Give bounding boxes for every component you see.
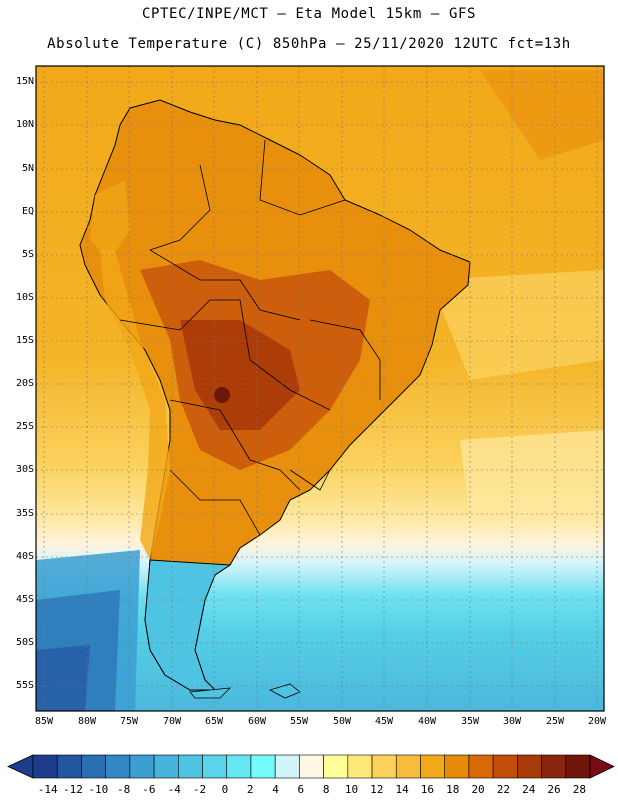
plot-frame <box>35 65 605 712</box>
colorbar-swatch <box>347 754 373 779</box>
colorbar-label: -4 <box>167 783 181 796</box>
colorbar-swatch <box>468 754 494 779</box>
colorbar-label: 12 <box>370 783 384 796</box>
colorbar-swatch <box>517 754 542 779</box>
lat-label: 15N <box>15 76 34 87</box>
lat-label: 40S <box>15 551 34 562</box>
lat-label: 10S <box>15 292 34 303</box>
lat-label: 20S <box>15 378 34 389</box>
lat-label: 35S <box>15 508 34 519</box>
lon-label: 75W <box>119 716 139 727</box>
colorbar-swatch <box>565 754 591 779</box>
colorbar-swatch <box>420 754 445 779</box>
colorbar-label: -2 <box>192 783 207 796</box>
colorbar-label: 28 <box>572 783 586 796</box>
colorbar-label: 16 <box>420 783 435 796</box>
colorbar-swatch <box>56 754 82 779</box>
colorbar-label: -12 <box>63 783 83 796</box>
colorbar-swatch <box>395 754 421 779</box>
colorbar-swatch <box>129 754 155 779</box>
colorbar-swatch <box>81 754 106 779</box>
colorbar-label: 22 <box>496 783 510 796</box>
colorbar-swatch <box>492 754 518 779</box>
colorbar-swatch <box>105 754 131 779</box>
colorbar-label: 4 <box>272 783 279 796</box>
colorbar-label: 18 <box>446 783 460 796</box>
lon-label: 80W <box>77 716 97 727</box>
lon-label: 55W <box>289 716 309 727</box>
colorbar-swatch <box>299 754 324 779</box>
colorbar-label: 20 <box>471 783 485 796</box>
colorbar-swatch <box>250 754 276 779</box>
colorbar-swatch <box>178 754 203 779</box>
colorbar-label: -6 <box>142 783 156 796</box>
colorbar-label: 2 <box>246 783 254 796</box>
colorbar-label: 6 <box>297 783 305 796</box>
lon-label: 20W <box>587 716 607 727</box>
colorbar-label: 10 <box>344 783 359 796</box>
colorbar <box>7 754 615 779</box>
colorbar-swatch <box>323 754 349 779</box>
colorbar-label: 14 <box>395 783 409 796</box>
colorbar-label: 26 <box>547 783 561 796</box>
lat-label: 30S <box>15 464 34 475</box>
colorbar-swatch <box>153 754 179 779</box>
lat-label: 5S <box>21 249 34 260</box>
lon-label: 35W <box>460 716 480 727</box>
colorbar-swatch <box>371 754 397 779</box>
lat-label: 10N <box>15 119 34 130</box>
colorbar-label: 8 <box>322 783 330 796</box>
colorbar-label: 24 <box>522 783 536 796</box>
lon-label: 30W <box>502 716 522 727</box>
lat-label: 5N <box>21 163 34 174</box>
lon-label: 40W <box>417 716 437 727</box>
lat-label: EQ <box>21 206 34 217</box>
colorbar-swatch <box>444 754 470 779</box>
title-line-2: Absolute Temperature (C) 850hPa – 25/11/… <box>47 36 571 52</box>
lon-label: 45W <box>374 716 394 727</box>
lon-label: 85W <box>34 716 54 727</box>
lon-label: 50W <box>332 716 352 727</box>
colorbar-label: -14 <box>37 783 58 796</box>
lon-label: 25W <box>545 716 565 727</box>
colorbar-swatch <box>274 754 300 779</box>
lat-label: 25S <box>15 421 34 432</box>
country-borders <box>119 139 381 536</box>
lon-label: 70W <box>162 716 182 727</box>
lat-label: 50S <box>15 637 34 648</box>
lon-label: 65W <box>204 716 224 727</box>
colorbar-label: -8 <box>116 783 131 796</box>
lon-label: 60W <box>247 716 267 727</box>
title-line-1: CPTEC/INPE/MCT – Eta Model 15km – GFS <box>141 6 477 22</box>
colorbar-label: -10 <box>88 783 109 796</box>
colorbar-arrow-high <box>589 754 615 779</box>
lat-label: 15S <box>15 335 34 346</box>
lat-label: 45S <box>15 594 34 605</box>
colorbar-label: 0 <box>221 783 229 796</box>
colorbar-arrow-low <box>7 754 34 779</box>
colorbar-swatch <box>202 754 228 779</box>
colorbar-swatch <box>32 754 58 779</box>
lat-label: 55S <box>15 680 34 691</box>
colorbar-swatch <box>541 754 567 779</box>
colorbar-swatch <box>226 754 252 779</box>
